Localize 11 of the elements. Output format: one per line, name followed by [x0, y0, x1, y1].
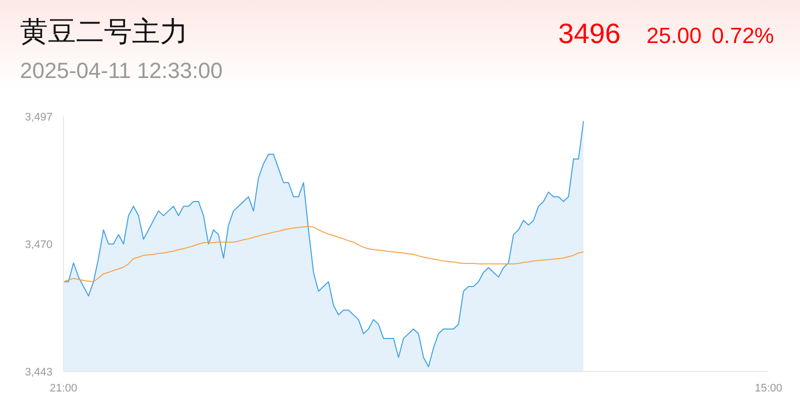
text: 0.72% [712, 23, 774, 48]
line-series [64, 226, 584, 282]
y-tick-label: 3,470 [24, 239, 53, 251]
text: 25.00 [646, 23, 702, 48]
chart-subtitle: 2025-04-11 12:33:00 [20, 57, 223, 85]
x-tick-label: 15:00 [754, 382, 782, 394]
y-tick-label: 3,443 [24, 366, 53, 378]
chart-title: 黄豆二号主力 [20, 15, 188, 49]
x-tick-label: 21:00 [50, 382, 78, 394]
y-tick-label: 3,497 [24, 112, 53, 124]
text: 3496 [558, 18, 621, 49]
